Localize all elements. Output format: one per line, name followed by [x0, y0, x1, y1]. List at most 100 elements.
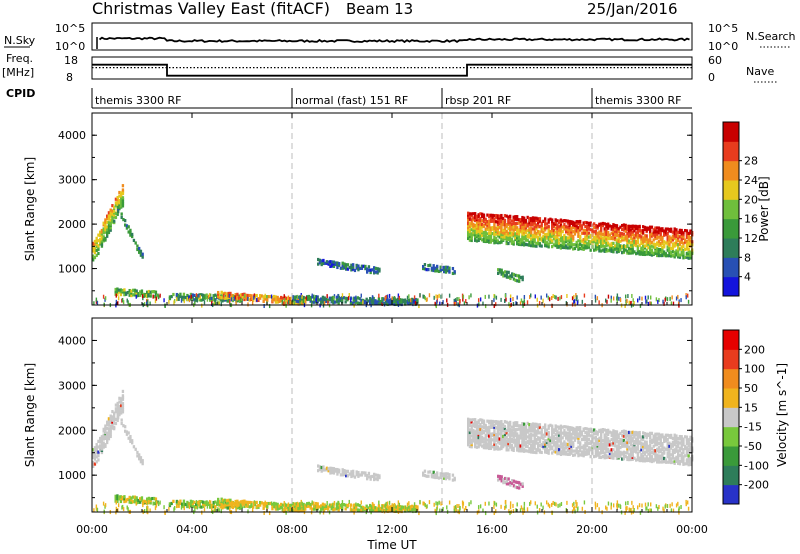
power-echo-cell: [621, 245, 624, 249]
velocity-echo-cell: [484, 444, 487, 448]
power-echo-cell: [675, 241, 678, 245]
power-echo-cell: [306, 297, 309, 302]
power-echo-cell: [454, 301, 457, 306]
power-echo-cell: [531, 227, 535, 231]
velocity-echo-cell: [531, 440, 535, 444]
power-echo-cell: [684, 247, 687, 252]
power-echo-cell: [579, 228, 582, 232]
power-echo-cell: [301, 294, 303, 299]
power-echo-cell: [350, 298, 352, 303]
power-echo-cell: [605, 229, 608, 233]
velocity-echo-cell: [551, 428, 554, 433]
power-echo-cell: [350, 265, 353, 269]
power-echo-cell: [141, 255, 144, 259]
power-echo-cell: [493, 217, 496, 221]
velocity-echo-cell: [404, 505, 407, 510]
power-echo-cell: [209, 298, 212, 302]
velocity-echo-cell: [92, 448, 95, 452]
power-echo-cell: [622, 232, 626, 236]
power-echo-cell: [516, 231, 519, 235]
power-echo-cell: [558, 225, 561, 229]
power-echo-cell: [572, 247, 575, 251]
power-echo-cell: [654, 237, 657, 241]
power-echo-cell: [617, 248, 620, 252]
power-echo-cell: [631, 247, 634, 251]
power-echo-cell: [685, 231, 689, 235]
power-echo-cell: [624, 303, 626, 308]
power-echo-cell: [514, 215, 517, 219]
power-echo-cell: [496, 224, 500, 228]
velocity-echo-cell: [496, 420, 500, 424]
velocity-echo-cell: [586, 443, 589, 448]
power-echo-cell: [633, 301, 635, 306]
power-echo-cell: [531, 216, 535, 220]
power-echo-cell: [675, 296, 678, 301]
power-echo-cell: [645, 240, 648, 244]
velocity-echo-cell: [497, 478, 500, 482]
power-echo-cell: [633, 233, 636, 237]
power-echo-cell: [552, 224, 556, 229]
velocity-echo-cell: [612, 441, 615, 445]
cpid-bar: CPID themis 3300 RF normal (fast) 151 RF r…: [6, 87, 692, 109]
power-echo-cell: [633, 250, 636, 254]
power-echo-cell: [577, 230, 580, 234]
power-echo-cell: [512, 240, 515, 244]
power-echo-cell: [93, 250, 97, 255]
velocity-echo-cell: [467, 443, 470, 447]
velocity-echo-cell: [554, 501, 556, 506]
velocity-echo-cell: [360, 500, 362, 505]
velocity-echo-cell: [309, 506, 312, 510]
power-echo-cell: [642, 231, 645, 235]
power-echo-cell: [565, 239, 568, 244]
power-echo-cell: [565, 238, 568, 242]
velocity-echo-cell: [335, 502, 339, 506]
velocity-echo-cell: [629, 438, 633, 443]
power-echo-cell: [563, 237, 566, 241]
velocity-echo-cell: [97, 439, 100, 443]
velocity-echo-cell: [622, 442, 626, 446]
velocity-echo-cell: [195, 505, 198, 509]
power-echo-cell: [519, 275, 523, 280]
velocity-echo-cell: [570, 434, 573, 438]
power-echo-cell: [523, 301, 526, 306]
velocity-echo-cell: [598, 446, 601, 450]
velocity-echo-cell: [95, 460, 98, 464]
velocity-echo-cell: [551, 432, 554, 437]
power-echo-cell: [522, 303, 524, 308]
velocity-echo-cell: [523, 422, 526, 426]
velocity-echo-cell: [102, 441, 105, 445]
power-echo-cell: [615, 244, 619, 248]
power-echo-cell: [612, 227, 615, 231]
power-echo-cell: [190, 294, 192, 299]
freq-label: Freq.: [6, 52, 33, 65]
velocity-echo-cell: [479, 504, 482, 509]
velocity-echo-cell: [675, 436, 678, 440]
power-echo-cell: [268, 304, 271, 309]
velocity-echo-cell: [367, 471, 371, 475]
velocity-echo-cell: [635, 446, 638, 450]
velocity-echo-cell: [507, 439, 510, 444]
power-echo-cell: [626, 224, 629, 228]
power-echo-cell: [481, 225, 484, 229]
power-echo-cell: [561, 225, 564, 229]
power-echo-cell: [549, 217, 552, 221]
velocity-echo-cell: [603, 428, 606, 432]
power-echo-cell: [514, 236, 517, 240]
power-echo-cell: [97, 247, 100, 251]
velocity-echo-cell: [114, 407, 118, 411]
velocity-echo-cell: [579, 428, 582, 433]
power-echo-cell: [657, 253, 661, 258]
power-echo-cell: [507, 221, 510, 225]
velocity-echo-cell: [292, 509, 295, 513]
velocity-echo-cell: [446, 505, 448, 510]
power-echo-cell: [311, 300, 314, 304]
velocity-echo-cell: [586, 427, 589, 431]
velocity-echo-cell: [322, 510, 325, 515]
power-echo-cell: [474, 229, 477, 233]
power-echo-cell: [264, 293, 266, 298]
velocity-echo-cell: [607, 449, 610, 453]
velocity-echo-cell: [519, 432, 522, 436]
power-echo-cell: [573, 226, 577, 230]
power-echo-cell: [477, 213, 480, 217]
velocity-echo-cell: [391, 507, 395, 511]
